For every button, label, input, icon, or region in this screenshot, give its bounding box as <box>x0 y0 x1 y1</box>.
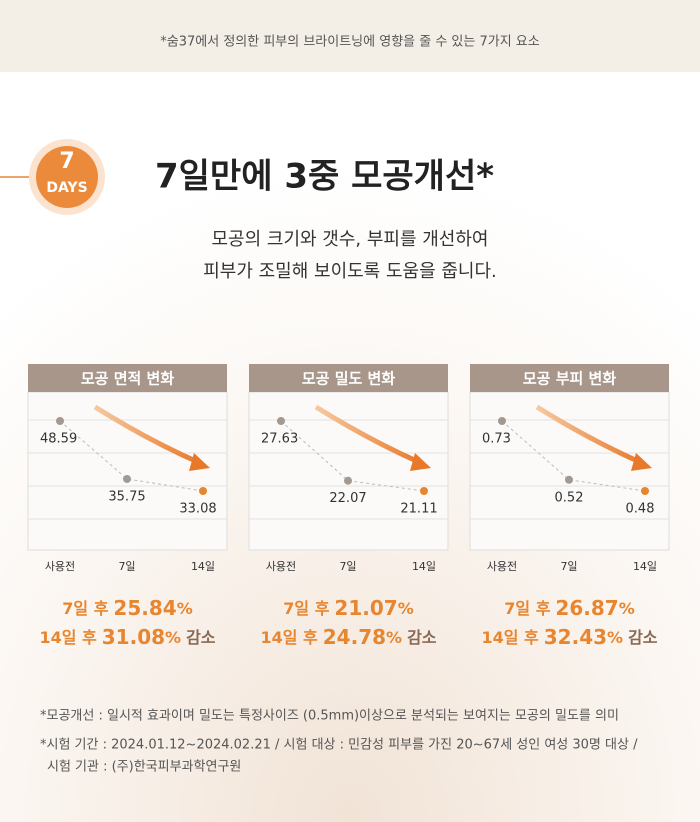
plot-area <box>469 391 670 551</box>
chart-title: 모공 부피 변화 <box>523 370 616 388</box>
x-tick-label: 7일 <box>339 559 356 573</box>
x-tick-label: 7일 <box>118 559 135 573</box>
header-band <box>0 0 700 72</box>
result-suffix: 감소 <box>407 628 437 647</box>
chart-header <box>28 364 227 392</box>
result-label: 7일 후 <box>283 599 329 618</box>
arrow-head <box>189 453 210 471</box>
result-label: 14일 후 <box>39 628 97 647</box>
data-point <box>123 474 131 483</box>
arrow-head <box>631 453 652 471</box>
result-label: 7일 후 <box>504 599 550 618</box>
x-tick-label: 14일 <box>412 559 436 573</box>
footnote: *시험 기간 : 2024.01.12~2024.02.21 / 시험 대상 :… <box>40 738 638 753</box>
data-point <box>420 487 428 495</box>
result-value: 21.07 <box>334 596 397 620</box>
data-label: 33.08 <box>179 502 216 517</box>
result-value: 26.87 <box>555 596 618 620</box>
x-tick-label: 7일 <box>560 559 577 573</box>
result-unit: % <box>386 628 402 647</box>
chart-header <box>249 364 448 392</box>
footnote: 시험 기관 : (주)한국피부과학연구원 <box>47 760 241 775</box>
x-tick-label: 사용전 <box>487 560 517 573</box>
data-point <box>565 475 573 484</box>
data-label: 0.48 <box>626 502 655 517</box>
data-point <box>277 417 285 425</box>
result-unit: % <box>177 599 193 618</box>
x-tick-label: 14일 <box>633 559 657 573</box>
result-label: 7일 후 <box>62 599 108 618</box>
result-value: 31.08 <box>102 625 165 649</box>
result-value: 32.43 <box>544 625 607 649</box>
result: 14일 후 32.43% 감소 <box>481 625 657 649</box>
result-suffix: 감소 <box>186 628 216 647</box>
data-label: 22.07 <box>329 491 366 506</box>
data-label: 35.75 <box>108 489 145 504</box>
series-line <box>59 420 204 492</box>
badge <box>36 146 98 208</box>
title: 7일만에 3중 모공개선* <box>155 157 494 197</box>
data-label: 48.59 <box>40 432 77 447</box>
plot-area <box>248 391 449 551</box>
header-note: *숨37에서 정의한 피부의 브라이트닝에 영향을 줄 수 있는 7가지 요소 <box>160 35 540 50</box>
result-suffix: 감소 <box>628 628 658 647</box>
data-label: 27.63 <box>261 432 298 447</box>
result-unit: % <box>619 599 635 618</box>
data-point <box>199 487 207 495</box>
chart-title: 모공 면적 변화 <box>81 370 174 388</box>
data-point <box>641 487 649 495</box>
arrow-head <box>410 453 431 471</box>
series-line <box>280 420 425 492</box>
result: 14일 후 24.78% 감소 <box>260 625 436 649</box>
result-label: 14일 후 <box>260 628 318 647</box>
result-value: 24.78 <box>323 625 386 649</box>
footnote: *모공개선 : 일시적 효과이며 밀도는 특정사이즈 (0.5mm)이상으로 분… <box>40 709 619 724</box>
subtitle: 모공의 크기와 갯수, 부피를 개선하여 <box>211 229 488 250</box>
data-label: 0.73 <box>482 432 511 447</box>
chart-header <box>470 364 669 392</box>
data-point <box>56 417 64 425</box>
badge-number: 7 <box>59 149 74 174</box>
result: 7일 후 25.84% <box>62 596 192 620</box>
trend-arrow <box>93 404 202 466</box>
result-unit: % <box>607 628 623 647</box>
result: 7일 후 26.87% <box>504 596 634 620</box>
data-point <box>344 476 352 485</box>
result: 7일 후 21.07% <box>283 596 413 620</box>
series-line <box>501 420 646 492</box>
subtitle: 피부가 조밀해 보이도록 도움을 줍니다. <box>203 261 497 282</box>
data-label: 0.52 <box>555 490 584 505</box>
chart-title: 모공 밀도 변화 <box>302 370 395 388</box>
plot-area <box>27 391 228 551</box>
x-tick-label: 14일 <box>191 559 215 573</box>
x-tick-label: 사용전 <box>266 560 296 573</box>
result-label: 14일 후 <box>481 628 539 647</box>
trend-arrow <box>535 404 644 466</box>
data-label: 21.11 <box>400 502 437 517</box>
data-point <box>498 417 506 425</box>
badge-unit: DAYS <box>46 180 87 196</box>
result-unit: % <box>398 599 414 618</box>
result: 14일 후 31.08% 감소 <box>39 625 215 649</box>
result-unit: % <box>165 628 181 647</box>
x-tick-label: 사용전 <box>45 560 75 573</box>
result-value: 25.84 <box>113 596 176 620</box>
trend-arrow <box>314 404 423 466</box>
